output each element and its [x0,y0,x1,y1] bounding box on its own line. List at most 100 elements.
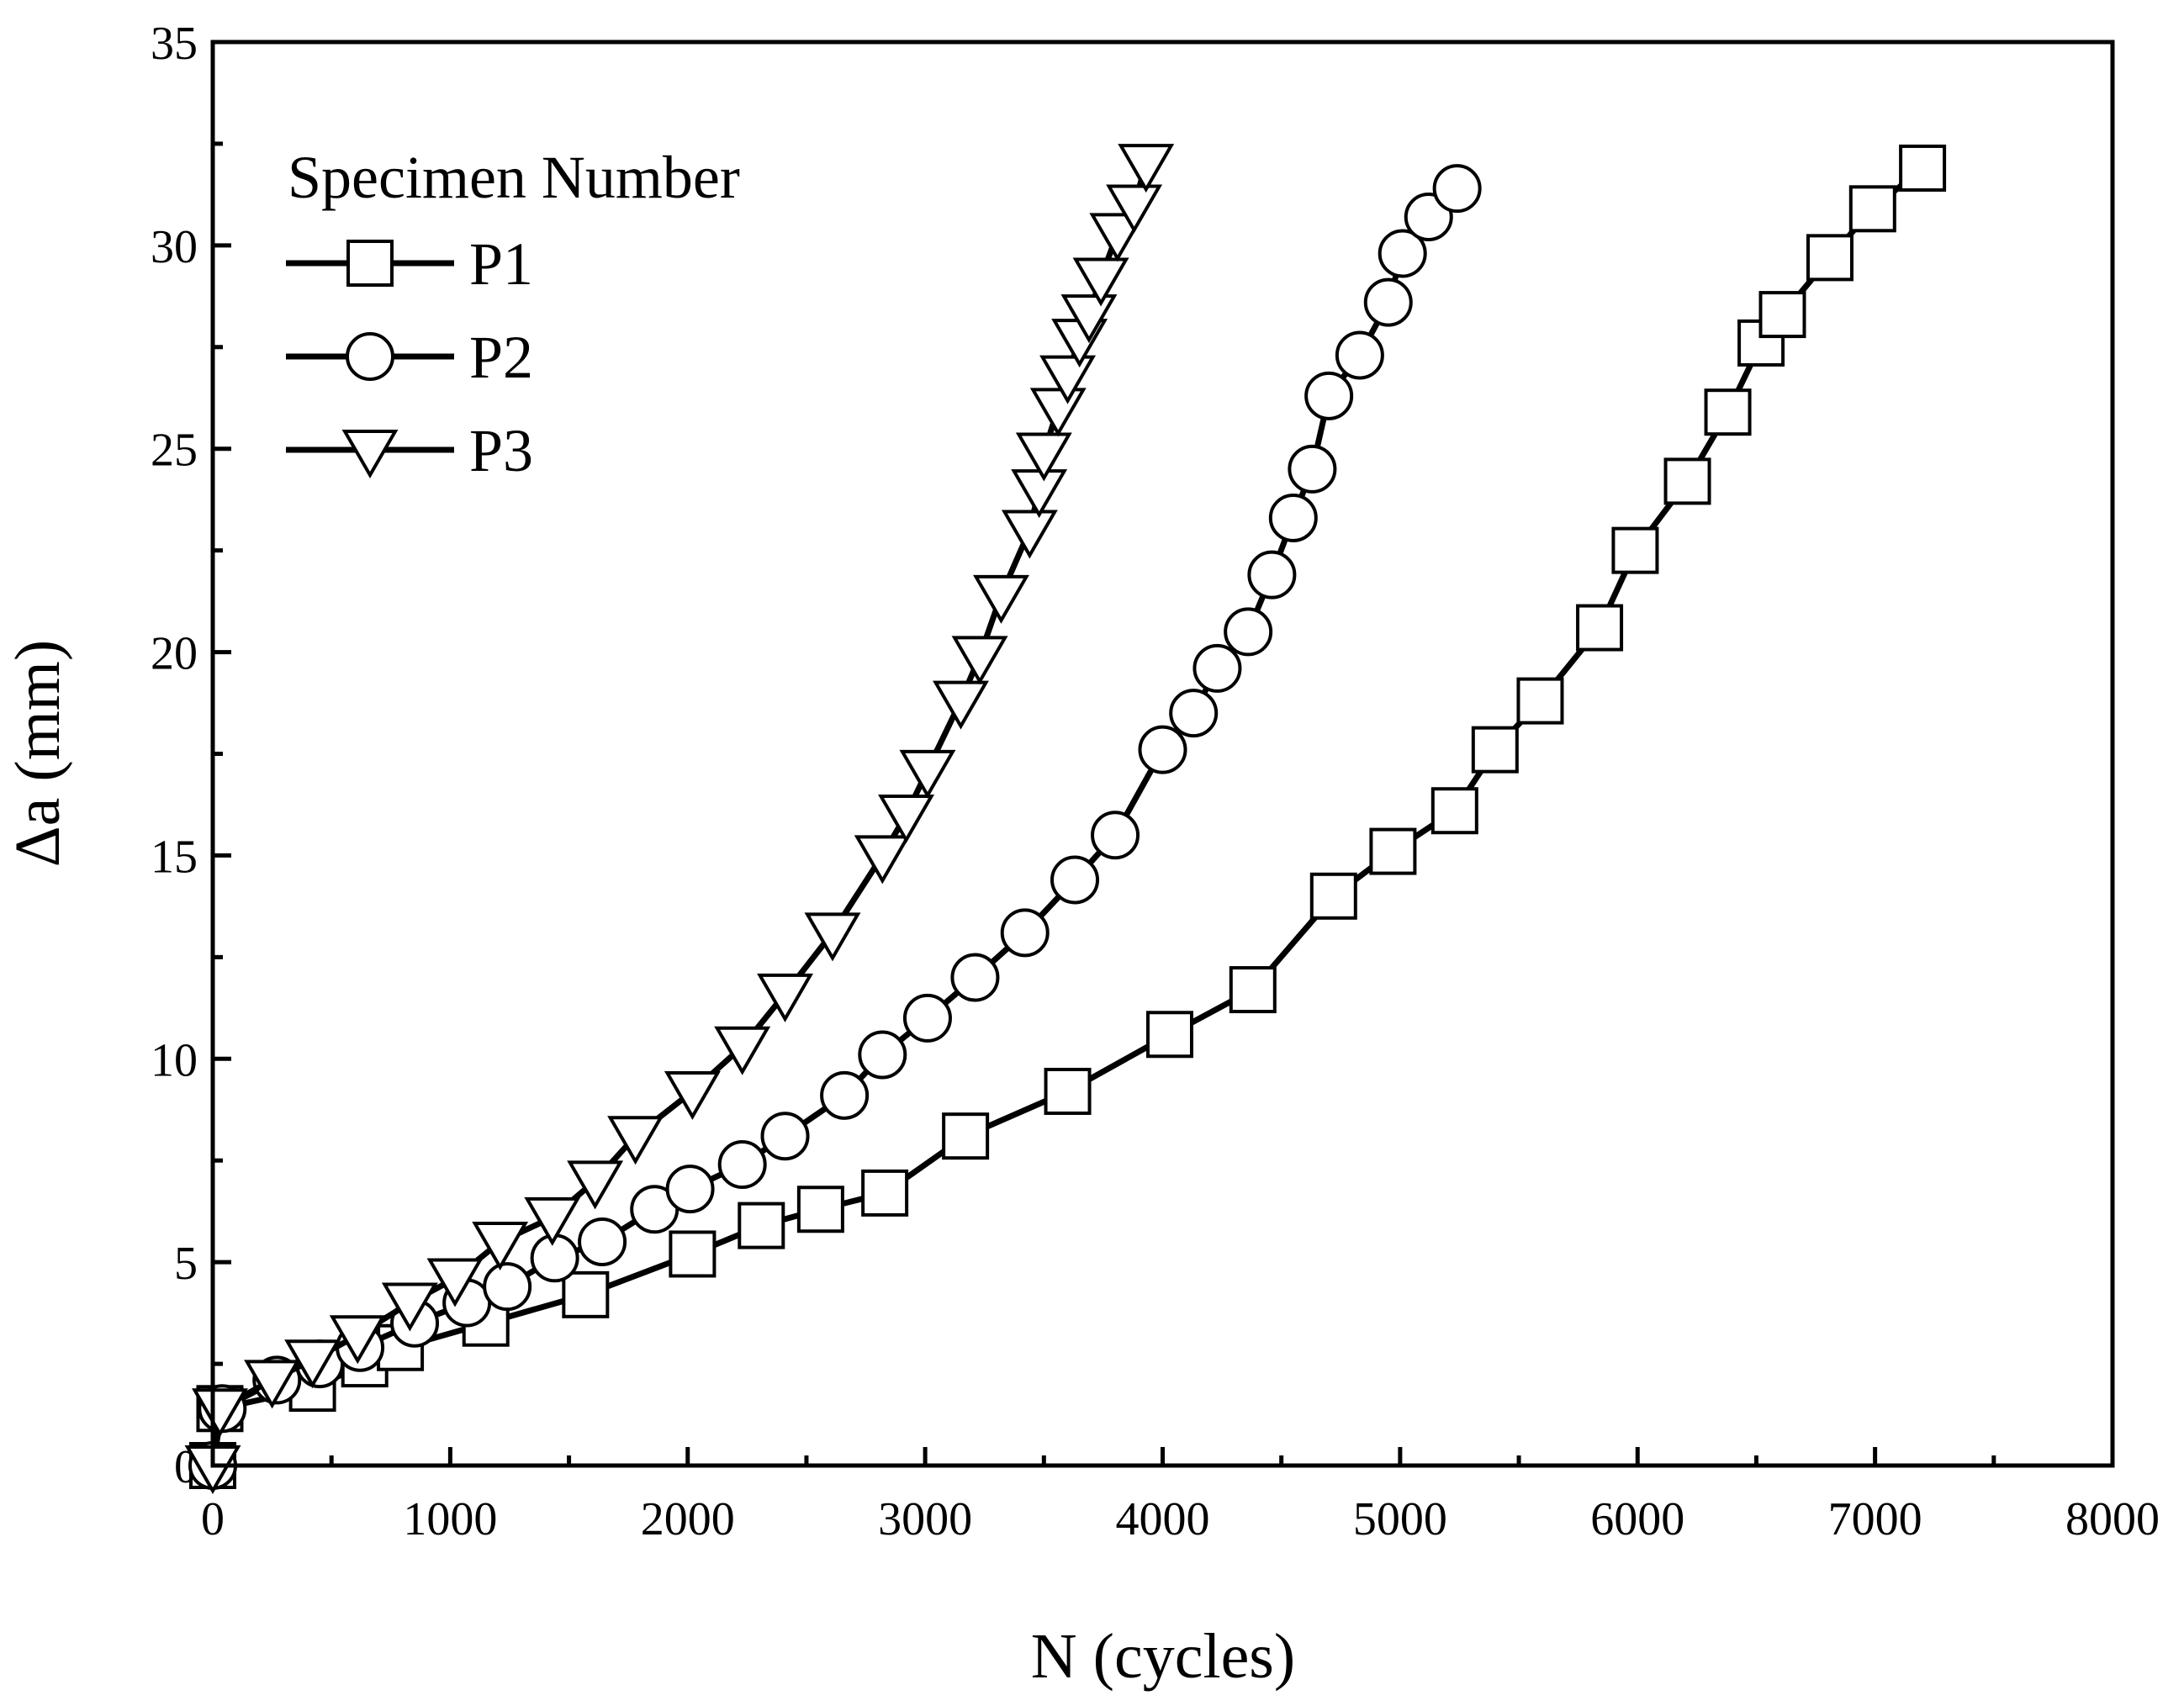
series-p3-point [1060,294,1118,344]
series-p2-point [1288,444,1337,494]
legend-marker-p2 [346,332,394,381]
series-p3-point [244,1360,301,1409]
legend-entry-p3: P3 [286,417,533,484]
series-p2-point [1169,689,1219,738]
x-tick-label: 1000 [403,1493,497,1545]
series-p2-point [1335,330,1384,380]
y-tick-label: 25 [151,425,198,477]
series-p2-point [717,1140,767,1190]
series-p2-point [950,953,1000,1002]
series-p2-point [1378,229,1427,278]
series-p1-point [1576,604,1624,652]
series-p2-point [820,1070,870,1120]
series-p3-point [933,680,989,730]
series-p1-point [1309,872,1357,920]
series-p1-point [1758,291,1806,339]
series-p2-point [1138,725,1187,774]
series-p3-point [1106,184,1163,234]
series-p3-point [854,835,911,885]
x-tick-label: 4000 [1116,1493,1210,1545]
series-p1-point [1516,677,1564,725]
series-p2-point [1363,277,1413,327]
series-p3-point [1029,388,1087,437]
series-p2-point [858,1030,907,1080]
x-tick-label: 7000 [1828,1493,1922,1545]
x-axis-ticks: 0 1000 2000 3000 4000 5000 6000 7000 8000 [201,1447,2160,1545]
series-p1-point [1430,787,1478,835]
series-p1-point [1611,526,1659,574]
legend-entries: P1 P2 P3 [286,230,533,484]
series-p3-point [804,912,861,962]
series-p2-point [1091,811,1140,860]
series-p3-point [664,1070,721,1120]
series-p3-point [1072,257,1129,307]
series-p3-point [607,1116,664,1165]
y-tick-label: 10 [151,1034,198,1086]
series-p3-point [1015,432,1072,482]
series-p1-point [669,1230,717,1278]
series-p2-line [209,186,1460,1466]
series-p1-point [1044,1067,1092,1115]
series-p2-point [1000,908,1050,958]
plot-series [184,144,1947,1495]
legend-entry-p2: P2 [286,324,533,391]
series-p1-point [1471,726,1519,774]
legend-label-p3: P3 [469,417,533,484]
series-p3-point [524,1196,581,1246]
series-p1-point [1145,1011,1193,1059]
series-p1-point [1369,827,1417,875]
series-p3-point [899,749,956,799]
series-p1-point [1229,966,1277,1014]
series-p2-point [530,1233,579,1283]
legend-marker-p3 [341,430,399,479]
y-tick-label: 20 [151,628,198,680]
series-p2-point [483,1262,532,1312]
legend-label-p2: P2 [469,324,533,391]
plot-frame [210,40,2115,1468]
series-p2-point [1050,855,1100,905]
y-tick-label: 5 [174,1238,198,1290]
series-p3-point [714,1026,771,1075]
legend-label-p1: P1 [469,230,533,298]
series-p3-point [381,1282,438,1332]
series-p2-point [1268,493,1318,542]
y-tick-label: 15 [151,831,198,883]
x-tick-label: 6000 [1590,1493,1684,1545]
x-tick-label: 5000 [1353,1493,1447,1545]
series-p3-point [284,1339,341,1389]
y-axis-title: Δa (mm) [3,640,73,867]
series-p1-point [1899,144,1947,192]
series-p1-point [861,1169,909,1217]
x-axis-title: N (cycles) [1031,1621,1295,1692]
series-p1 [189,144,1947,1489]
series-p1-point [738,1202,785,1249]
x-tick-label: 0 [201,1493,225,1545]
series-p2-point [760,1112,810,1161]
series-p1-point [1704,388,1752,436]
series-p3-point [567,1160,624,1210]
series-p2-point [1224,607,1273,657]
series-p3-point [472,1221,529,1270]
y-tick-label: 30 [151,221,198,273]
series-p3-point [878,795,934,844]
series-p2-point [578,1217,627,1266]
x-tick-label: 3000 [878,1493,972,1545]
legend-marker-p1 [346,240,394,287]
series-p1-point [1806,234,1853,282]
series-p3-point [757,973,813,1022]
x-tick-label: 8000 [2065,1493,2160,1545]
series-p1-point [942,1112,990,1160]
series-p3-point [951,636,1008,685]
series-p3-point [192,1388,248,1438]
series-p3-point [1001,510,1058,559]
series-p3-point [426,1258,484,1307]
series-p1-point [1663,457,1711,505]
series-p2-point [902,993,952,1043]
series-p1-point [1848,185,1896,233]
series-p2-point [1247,550,1297,599]
x-tick-label: 2000 [641,1493,735,1545]
series-p3-point [1118,144,1175,193]
